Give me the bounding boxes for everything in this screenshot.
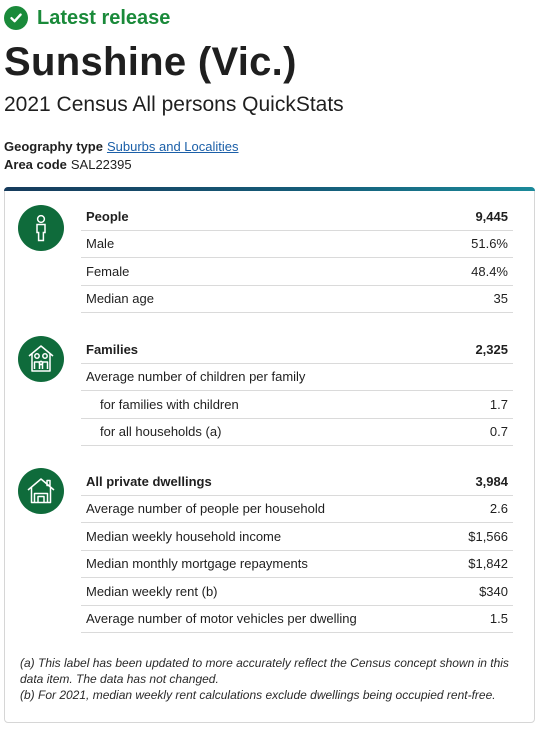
people-row: People 9,445 — [81, 203, 513, 231]
median-age-row: Median age 35 — [81, 286, 513, 313]
families-rows: Families 2,325 Average number of children… — [81, 336, 513, 446]
page-subtitle: 2021 Census All persons QuickStats — [4, 93, 344, 116]
area-code: Area code SAL22395 — [4, 157, 132, 172]
area-code-value: SAL22395 — [70, 157, 132, 172]
latest-release-badge: Latest release — [4, 6, 170, 30]
geography-type-link[interactable]: Suburbs and Localities — [106, 139, 239, 154]
male-row: Male 51.6% — [81, 231, 513, 258]
footnotes: (a) This label has been updated to more … — [20, 655, 525, 703]
area-code-label: Area code — [4, 157, 67, 172]
people-per-household-row: Average number of people per household 2.… — [81, 496, 513, 523]
private-dwellings-row: All private dwellings 3,984 — [81, 468, 513, 496]
children-per-family-row: Average number of children per family — [81, 364, 513, 391]
geography-type: Geography type Suburbs and Localities — [4, 139, 239, 154]
footnote-b: (b) For 2021, median weekly rent calcula… — [20, 688, 496, 702]
check-circle-icon — [4, 6, 28, 30]
geography-type-label: Geography type — [4, 139, 103, 154]
quickstats-card: People 9,445 Male 51.6% Female 48.4% Median… — [4, 187, 535, 723]
families-with-children-row: for families with children 1.7 — [81, 391, 513, 419]
family-home-icon — [18, 336, 64, 382]
weekly-rent-row: Median weekly rent (b) $340 — [81, 578, 513, 606]
all-households-row: for all households (a) 0.7 — [81, 419, 513, 446]
mortgage-repayments-row: Median monthly mortgage repayments $1,842 — [81, 551, 513, 578]
people-rows: People 9,445 Male 51.6% Female 48.4% Median… — [81, 203, 513, 313]
dwellings-rows: All private dwellings 3,984 Average numbe… — [81, 468, 513, 633]
motor-vehicles-row: Average number of motor vehicles per dwe… — [81, 606, 513, 633]
latest-release-label: Latest release — [37, 6, 171, 29]
household-income-row: Median weekly household income $1,566 — [81, 523, 513, 551]
female-row: Female 48.4% — [81, 258, 513, 286]
card-accent-bar — [4, 187, 535, 191]
page-title: Sunshine (Vic.) — [4, 40, 297, 84]
families-row: Families 2,325 — [81, 336, 513, 364]
footnote-a: (a) This label has been updated to more … — [20, 656, 509, 686]
house-icon — [18, 468, 64, 514]
person-icon — [18, 205, 64, 251]
